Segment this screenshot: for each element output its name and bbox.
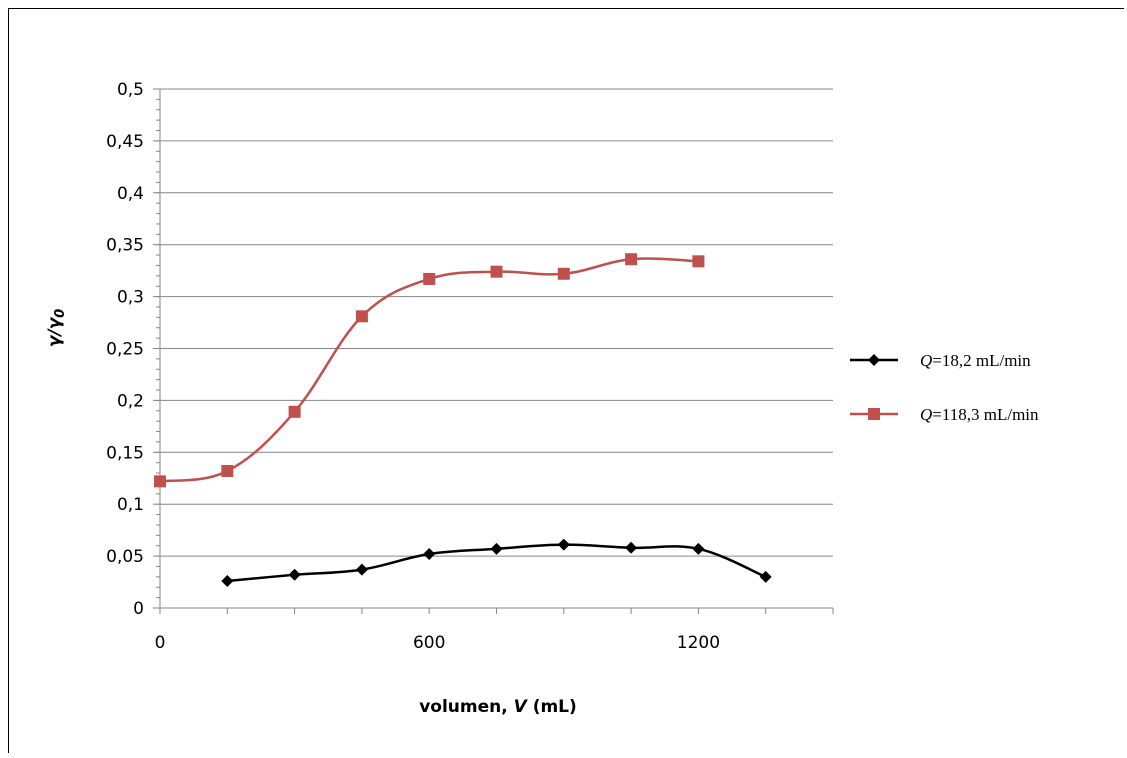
y-axis-title: γ/γ0 [45,309,68,347]
data-point [557,267,570,280]
legend-label-rest: =118,3 mL/min [932,405,1039,424]
y-tick-label: 0,15 [106,443,144,463]
legend-swatch-marker [868,354,880,366]
chart-frame [8,8,1124,753]
gridlines [160,88,833,557]
data-point [423,548,436,561]
series-1 [221,538,772,588]
series-2 [154,253,705,488]
legend-label: Q=18,2 mL/min [920,351,1031,370]
legend-label-var: Q [920,405,932,424]
x-axis-title: volumen, V (mL) [419,697,577,717]
y-tick-label: 0,05 [106,547,144,567]
data-point [759,570,772,583]
data-point [557,538,570,551]
data-point [625,541,638,554]
y-tick-label: 0,35 [106,236,144,256]
legend-swatch-marker [868,408,880,420]
x-tick-label: 600 [413,633,445,653]
data-point [490,542,503,555]
y-tick-label: 0 [133,599,144,619]
y-axis-title-sub: 0 [53,309,68,318]
y-tick-label: 0,2 [117,391,144,411]
y-tick-label: 0,1 [117,495,144,515]
data-point [355,310,368,323]
data-point [692,542,705,555]
data-point [692,255,705,268]
data-point [625,253,638,266]
legend-label: Q=118,3 mL/min [920,405,1039,424]
y-axis-title-num: γ/γ [45,316,65,347]
legend-label-var: Q [920,351,932,370]
series-layer [154,253,772,588]
data-point [355,563,368,576]
y-tick-label: 0,4 [117,184,144,204]
data-point [221,464,234,477]
series-line [159,257,699,483]
y-tick-label: 0,5 [117,80,144,100]
legend-entry-1: Q=18,2 mL/min [850,351,1031,370]
y-tick-label: 0,3 [117,288,144,308]
axes: 0 0,05 0,1 0,15 0,2 0,25 0,3 0,35 0,4 0,45 0,5 0 600… [106,80,834,653]
data-point [288,405,301,418]
x-tick-label: 0 [155,633,166,653]
x-axis-title-suffix: (mL) [527,697,577,717]
data-point [288,568,301,581]
y-tick-label: 0,25 [106,340,144,360]
x-axis-title-prefix: volumen, [419,697,513,717]
legend-label-rest: =18,2 mL/min [932,351,1031,370]
data-point [490,265,503,278]
x-axis-title-var: V [514,697,529,717]
x-tick-label: 1200 [677,633,720,653]
data-point [221,575,234,588]
y-tick-label: 0,45 [106,132,144,152]
data-point [423,272,436,285]
data-point [154,475,166,488]
legend-entry-2: Q=118,3 mL/min [850,405,1039,424]
